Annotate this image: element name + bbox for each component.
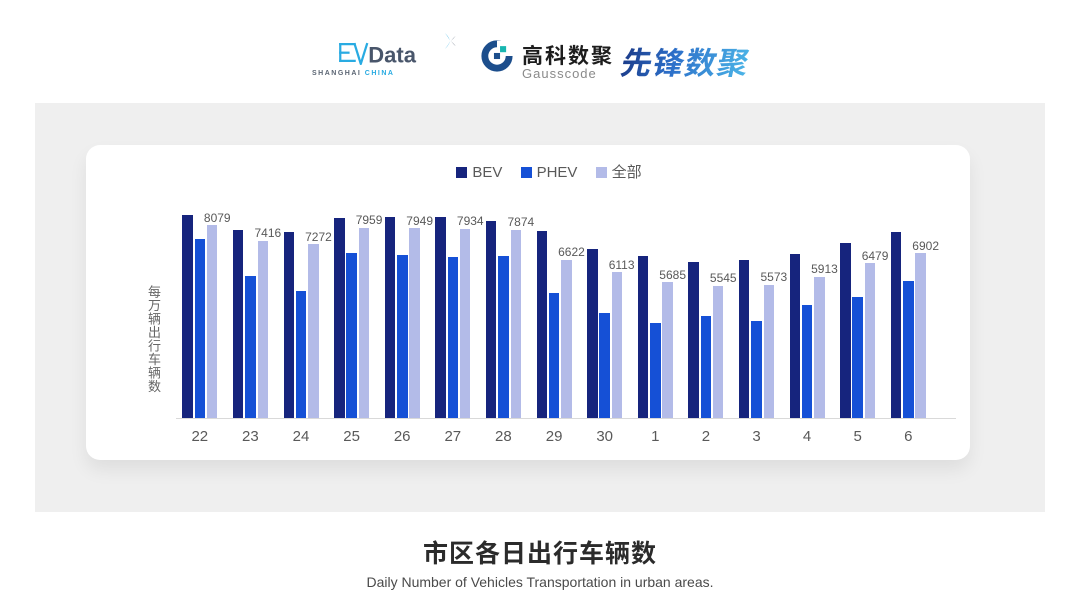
svg-text:Data: Data [368,42,416,67]
